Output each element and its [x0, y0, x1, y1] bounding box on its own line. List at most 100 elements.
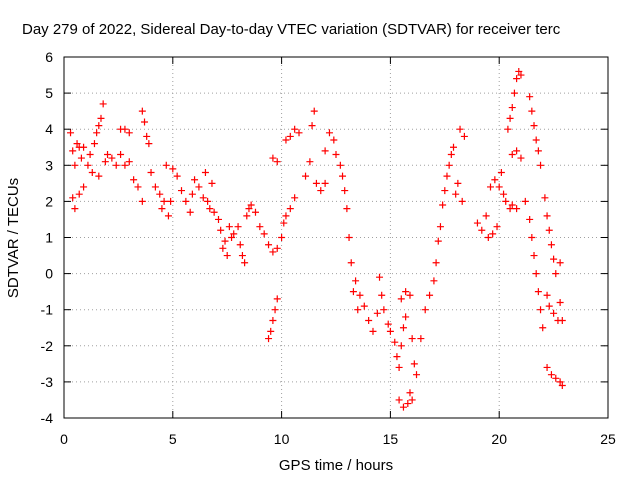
- data-point: [408, 396, 416, 404]
- data-point: [93, 129, 101, 137]
- data-point: [550, 309, 558, 317]
- data-point: [282, 136, 290, 144]
- data-point: [354, 306, 362, 314]
- data-point: [517, 154, 525, 162]
- data-point: [269, 248, 277, 256]
- data-point: [95, 122, 103, 130]
- x-axis-label: GPS time / hours: [279, 457, 393, 474]
- data-point: [147, 169, 155, 177]
- data-point: [321, 179, 329, 187]
- y-tick-label: -1: [41, 302, 54, 318]
- data-point: [214, 215, 222, 223]
- data-point: [410, 360, 418, 368]
- data-point: [164, 212, 172, 220]
- y-axis-label: SDTVAR / TECUs: [5, 178, 22, 298]
- data-point: [219, 244, 227, 252]
- x-tick-label: 20: [491, 431, 507, 447]
- data-point: [256, 223, 264, 231]
- data-point: [517, 71, 525, 79]
- data-point: [291, 194, 299, 202]
- data-point: [432, 259, 440, 267]
- data-point: [543, 363, 551, 371]
- data-point: [376, 273, 384, 281]
- data-point: [386, 327, 394, 335]
- data-point: [504, 125, 512, 133]
- data-point: [532, 270, 540, 278]
- data-point: [286, 205, 294, 213]
- data-point: [450, 143, 458, 151]
- data-point: [537, 306, 545, 314]
- data-point: [515, 67, 523, 75]
- data-point: [104, 150, 112, 158]
- data-point: [160, 197, 168, 205]
- data-point: [273, 295, 281, 303]
- data-point: [345, 234, 353, 241]
- data-point: [141, 118, 149, 126]
- data-point: [241, 259, 249, 267]
- data-point: [130, 176, 138, 184]
- data-point: [436, 223, 444, 231]
- y-tick-label: -3: [41, 374, 54, 390]
- data-point: [452, 190, 460, 198]
- data-point: [395, 396, 403, 404]
- data-point: [556, 259, 564, 267]
- data-points: [67, 67, 566, 411]
- data-point: [199, 194, 207, 202]
- data-point: [321, 147, 329, 155]
- data-point: [69, 147, 77, 155]
- data-point: [391, 338, 399, 346]
- data-point: [380, 306, 388, 314]
- data-point: [343, 205, 351, 213]
- data-point: [208, 179, 216, 187]
- data-point: [178, 187, 186, 195]
- data-point: [534, 288, 542, 296]
- data-point: [508, 104, 516, 112]
- data-point: [417, 335, 425, 343]
- data-point: [510, 89, 518, 97]
- data-point: [430, 277, 438, 285]
- data-point: [339, 172, 347, 180]
- data-point: [478, 226, 486, 234]
- data-point: [443, 172, 451, 180]
- data-point: [121, 161, 129, 169]
- data-point: [369, 327, 377, 335]
- data-point: [482, 212, 490, 220]
- data-point: [558, 382, 566, 390]
- data-point: [312, 179, 320, 187]
- data-point: [497, 169, 505, 177]
- data-point: [534, 147, 542, 155]
- data-point: [145, 140, 153, 148]
- data-point: [317, 187, 325, 195]
- data-point: [399, 324, 407, 332]
- data-point: [234, 223, 242, 231]
- data-point: [365, 317, 373, 325]
- data-point: [221, 237, 229, 245]
- data-point: [445, 161, 453, 169]
- data-point: [532, 136, 540, 144]
- data-point: [528, 234, 536, 241]
- data-point: [247, 201, 255, 209]
- data-point: [408, 335, 416, 343]
- data-point: [191, 176, 199, 184]
- data-point: [112, 161, 120, 169]
- data-point: [539, 324, 547, 332]
- data-point: [332, 150, 340, 158]
- data-point: [67, 129, 75, 137]
- data-point: [295, 129, 303, 137]
- data-point: [77, 154, 85, 162]
- x-tick-label: 10: [274, 431, 290, 447]
- y-tick-label: -4: [41, 410, 54, 426]
- data-point: [167, 197, 175, 205]
- data-point: [447, 150, 455, 158]
- data-point: [356, 291, 364, 299]
- y-tick-label: 1: [45, 230, 53, 246]
- data-point: [201, 169, 209, 177]
- data-point: [506, 114, 514, 122]
- data-point: [373, 309, 381, 317]
- data-point: [173, 172, 181, 180]
- data-point: [138, 107, 146, 115]
- data-point: [513, 147, 521, 155]
- data-point: [395, 363, 403, 371]
- data-point: [547, 371, 555, 379]
- data-point: [225, 223, 233, 231]
